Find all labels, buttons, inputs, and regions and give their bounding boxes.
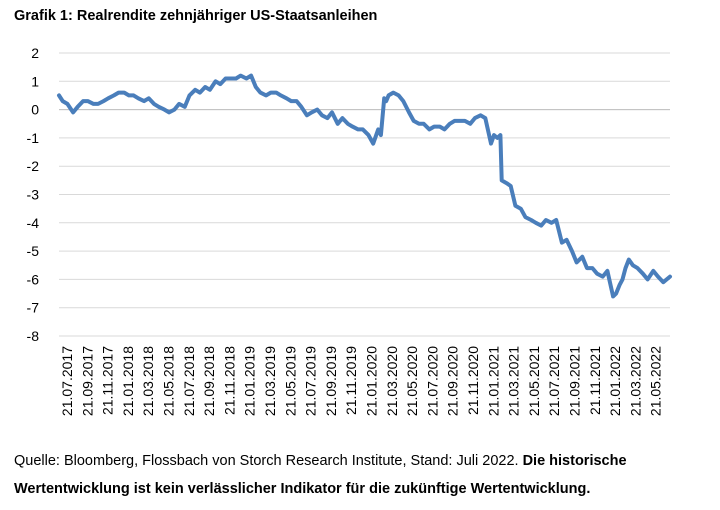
y-axis-tick-labels: 2 1 0 -1 -2 -3 -4 -5 -6 -7 -8 — [27, 45, 40, 344]
x-tick-label: 21.09.2018 — [201, 346, 217, 416]
x-tick-label: 21.07.2018 — [181, 346, 197, 416]
x-tick-label: 21.01.2018 — [120, 346, 136, 416]
x-tick-label: 21.09.2019 — [323, 346, 339, 416]
x-tick-label: 21.05.2020 — [404, 346, 420, 416]
y-tick-label: -1 — [27, 130, 40, 146]
x-tick-label: 21.09.2021 — [567, 346, 583, 416]
x-tick-label: 21.07.2019 — [303, 346, 319, 416]
x-tick-label: 21.11.2018 — [221, 346, 237, 415]
x-tick-label: 21.09.2020 — [445, 346, 461, 416]
gridlines — [59, 52, 670, 337]
y-tick-label: -5 — [27, 243, 40, 259]
source-note: Quelle: Bloomberg, Flossbach von Storch … — [14, 447, 714, 503]
x-tick-label: 21.11.2020 — [465, 346, 481, 415]
x-tick-label: 21.01.2022 — [607, 346, 623, 416]
y-tick-label: -8 — [27, 328, 40, 344]
y-tick-label: -3 — [27, 187, 40, 203]
disclaimer-text: Die historische Wertentwicklung ist kein… — [14, 453, 627, 497]
x-tick-label: 21.01.2019 — [242, 346, 258, 416]
x-tick-label: 21.07.2021 — [546, 346, 562, 416]
series-line-real-yield — [57, 73, 672, 299]
x-tick-label: 21.03.2020 — [384, 346, 400, 416]
x-tick-label: 21.05.2022 — [648, 346, 664, 416]
x-tick-label: 21.07.2020 — [424, 346, 440, 416]
y-tick-label: -4 — [27, 215, 40, 231]
x-tick-label: 21.07.2017 — [59, 346, 75, 416]
y-tick-label: -7 — [27, 300, 40, 316]
x-tick-label: 21.05.2019 — [282, 346, 298, 416]
y-tick-label: 2 — [31, 45, 39, 61]
x-tick-label: 21.11.2017 — [100, 346, 116, 415]
x-tick-label: 21.05.2021 — [526, 346, 542, 416]
y-tick-label: -6 — [27, 271, 40, 287]
x-tick-label: 21.03.2022 — [627, 346, 643, 416]
x-tick-label: 21.09.2017 — [79, 346, 95, 416]
y-tick-label: -2 — [27, 158, 40, 174]
x-tick-label: 21.01.2020 — [364, 346, 380, 416]
x-tick-label: 21.03.2021 — [506, 346, 522, 416]
x-axis-tick-labels: 21.07.2017 21.09.2017 21.11.2017 21.01.2018… — [59, 346, 664, 416]
y-tick-label: 1 — [31, 73, 39, 89]
y-tick-label: 0 — [31, 102, 39, 118]
x-tick-label: 21.03.2018 — [140, 346, 156, 416]
x-tick-label: 21.11.2019 — [343, 346, 359, 415]
x-tick-label: 21.03.2019 — [262, 346, 278, 416]
source-text: Quelle: Bloomberg, Flossbach von Storch … — [14, 453, 523, 469]
x-tick-label: 21.11.2021 — [587, 346, 603, 415]
x-tick-label: 21.05.2018 — [161, 346, 177, 416]
x-tick-label: 21.01.2021 — [485, 346, 501, 416]
chart-title: Grafik 1: Realrendite zehnjähriger US-St… — [14, 8, 378, 24]
